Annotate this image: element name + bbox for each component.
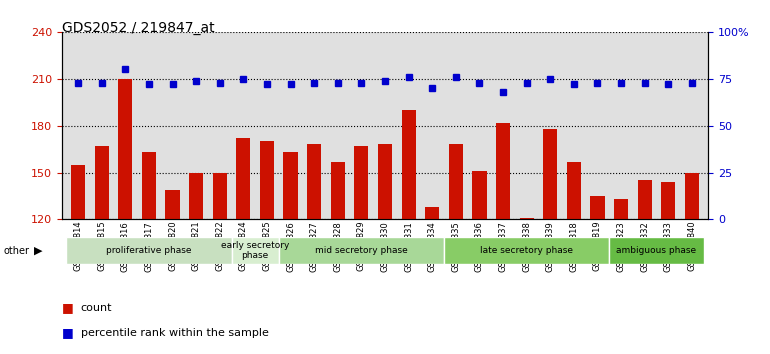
Bar: [260, 141, 274, 219]
Bar: [354, 146, 369, 219]
Bar: [71, 165, 85, 219]
Bar: [401, 110, 416, 219]
Bar: [472, 171, 487, 219]
Text: mid secretory phase: mid secretory phase: [315, 246, 408, 255]
Bar: [283, 152, 298, 219]
Text: ■: ■: [62, 326, 73, 339]
Text: ▶: ▶: [34, 246, 42, 256]
Bar: [638, 181, 651, 219]
Text: early secretory
phase: early secretory phase: [221, 241, 290, 260]
Bar: [614, 199, 628, 219]
Bar: [661, 182, 675, 219]
Bar: [166, 190, 179, 219]
Text: percentile rank within the sample: percentile rank within the sample: [81, 328, 269, 338]
Bar: [119, 79, 132, 219]
Bar: [142, 152, 156, 219]
Bar: [685, 172, 699, 219]
Bar: [330, 162, 345, 219]
Bar: [496, 122, 510, 219]
Bar: [279, 237, 444, 264]
Bar: [609, 237, 704, 264]
Bar: [378, 144, 392, 219]
Bar: [66, 237, 232, 264]
Bar: [520, 218, 534, 219]
Text: ■: ■: [62, 302, 73, 314]
Text: GDS2052 / 219847_at: GDS2052 / 219847_at: [62, 21, 214, 35]
Bar: [95, 146, 109, 219]
Bar: [591, 196, 604, 219]
Bar: [543, 129, 557, 219]
Text: ambiguous phase: ambiguous phase: [617, 246, 697, 255]
Text: late secretory phase: late secretory phase: [480, 246, 573, 255]
Bar: [567, 162, 581, 219]
Text: other: other: [4, 246, 30, 256]
Bar: [236, 138, 250, 219]
Bar: [213, 172, 227, 219]
Text: proliferative phase: proliferative phase: [106, 246, 192, 255]
Bar: [232, 237, 279, 264]
Bar: [425, 207, 440, 219]
Bar: [307, 144, 321, 219]
Bar: [449, 144, 463, 219]
Bar: [444, 237, 609, 264]
Text: count: count: [81, 303, 112, 313]
Bar: [189, 172, 203, 219]
